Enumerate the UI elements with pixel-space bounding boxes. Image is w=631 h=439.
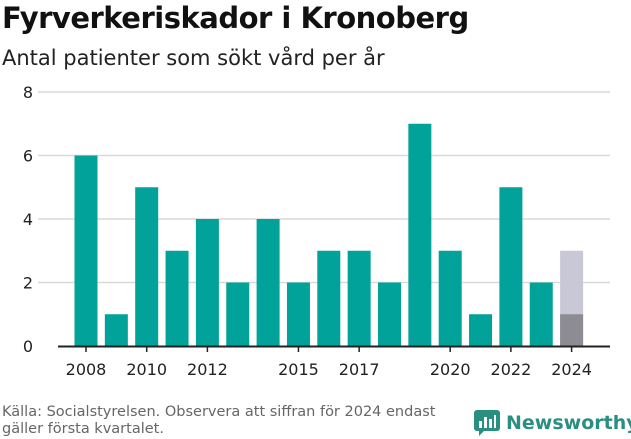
y-tick-label: 2: [23, 274, 33, 293]
x-tick-label: 2012: [187, 360, 228, 379]
brand-name: Newsworthy: [506, 412, 631, 434]
x-tick-label: 2020: [430, 360, 471, 379]
bar-2024: [560, 314, 584, 346]
bar-2015: [286, 282, 310, 346]
x-tick-label: 2022: [491, 360, 532, 379]
bar-2012: [195, 219, 219, 346]
bar-2014: [256, 219, 280, 346]
bar-2008: [74, 155, 98, 346]
bar-2021: [469, 314, 493, 346]
bar-2009: [104, 314, 128, 346]
x-tick-label: 2008: [66, 360, 107, 379]
y-tick-label: 8: [23, 83, 33, 102]
x-tick-label: 2024: [551, 360, 592, 379]
y-tick-label: 6: [23, 147, 33, 166]
source-note: Källa: Socialstyrelsen. Observera att si…: [2, 404, 436, 437]
y-tick-label: 4: [23, 210, 33, 229]
bar-2011: [165, 250, 189, 346]
newsworthy-logo-icon: [474, 410, 500, 436]
y-tick-label: 0: [23, 337, 33, 356]
x-tick-label: 2017: [339, 360, 380, 379]
bar-2010: [135, 187, 159, 346]
chart-subtitle: Antal patienter som sökt vård per år: [2, 46, 385, 70]
x-tick-label: 2015: [278, 360, 319, 379]
bar-2017: [347, 250, 371, 346]
bar-2013: [226, 282, 250, 346]
x-tick-label: 2010: [126, 360, 167, 379]
bar-2022: [499, 187, 523, 346]
bar-2020: [438, 250, 462, 346]
newsworthy-brand[interactable]: Newsworthy: [474, 408, 631, 438]
bar-chart: 0 2 4 6 8 2008 2010 2012 2015 2017 2020 2022 2024: [23, 83, 610, 379]
bar-2023: [529, 282, 553, 346]
bar-2019: [408, 123, 432, 346]
chart-title: Fyrverkeriskador i Kronoberg: [2, 1, 469, 35]
bar-2016: [317, 250, 341, 346]
bar-2018: [378, 282, 401, 346]
